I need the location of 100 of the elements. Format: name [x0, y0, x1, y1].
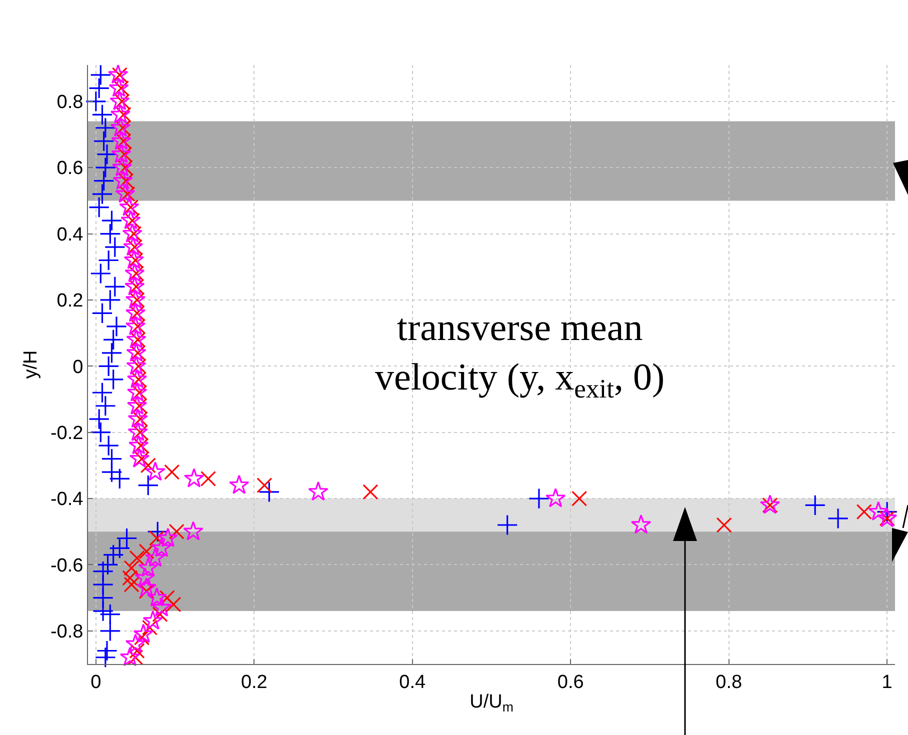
point — [256, 477, 272, 494]
point — [138, 557, 158, 577]
point — [116, 528, 138, 549]
y-tick-label: -0.6 — [50, 555, 84, 576]
x-tick-label: 0.8 — [716, 672, 742, 693]
point — [164, 464, 180, 480]
point — [716, 517, 732, 533]
point — [138, 474, 159, 496]
point — [98, 356, 120, 377]
point — [109, 468, 130, 490]
point — [124, 560, 140, 576]
point — [136, 577, 157, 597]
point — [545, 488, 566, 508]
point — [258, 481, 280, 503]
point — [200, 470, 216, 486]
point — [92, 600, 114, 622]
point — [147, 521, 168, 542]
point — [138, 544, 154, 560]
point — [88, 408, 110, 430]
point — [109, 538, 130, 559]
point — [108, 78, 129, 97]
point — [125, 289, 146, 309]
x-tick-label: 1 — [882, 672, 892, 693]
point — [128, 434, 149, 454]
point — [90, 262, 112, 284]
point — [92, 104, 113, 126]
point — [112, 156, 132, 176]
point — [124, 262, 145, 282]
point — [126, 342, 146, 362]
point — [122, 236, 144, 256]
point — [119, 196, 140, 216]
point — [88, 78, 110, 99]
point — [92, 183, 113, 205]
point — [122, 223, 142, 243]
point — [572, 490, 588, 506]
point — [126, 395, 148, 415]
point — [125, 302, 146, 322]
point — [100, 289, 121, 311]
point — [124, 276, 145, 296]
point — [115, 183, 136, 203]
point — [134, 567, 156, 587]
y-tick-label: 0 — [72, 356, 84, 378]
point — [96, 640, 118, 662]
point — [149, 530, 165, 546]
point — [362, 484, 378, 500]
point — [111, 144, 132, 164]
point — [159, 590, 175, 606]
point — [133, 624, 154, 643]
point — [100, 223, 121, 244]
point — [94, 156, 116, 178]
point — [151, 597, 172, 616]
point — [528, 488, 550, 510]
point — [868, 501, 889, 520]
x-tick-label: 0.4 — [399, 672, 426, 693]
point — [101, 461, 122, 483]
point — [101, 342, 122, 364]
point — [92, 302, 113, 324]
point — [876, 501, 898, 522]
y-axis-title: y/H — [20, 350, 42, 379]
point — [168, 524, 184, 540]
point — [108, 64, 128, 84]
point — [125, 634, 146, 653]
point — [90, 422, 112, 443]
point — [126, 368, 148, 388]
point — [126, 382, 148, 402]
point — [111, 130, 132, 150]
point — [122, 570, 138, 586]
point — [102, 544, 124, 566]
annotation: transverse mean velocity (y, x$_{exit}$, 0) — [375, 307, 665, 404]
point — [145, 548, 166, 567]
point — [90, 64, 112, 86]
x-tick-label: 0.6 — [557, 672, 584, 693]
point — [94, 395, 116, 416]
point — [94, 646, 116, 668]
point — [102, 368, 124, 390]
point — [93, 170, 114, 192]
point — [129, 550, 145, 566]
point — [100, 620, 121, 642]
point — [98, 250, 120, 271]
point — [110, 104, 131, 124]
point — [142, 610, 163, 630]
point — [102, 329, 124, 350]
point — [308, 481, 328, 501]
point — [125, 316, 146, 336]
point — [94, 117, 116, 138]
point — [110, 90, 130, 110]
point — [126, 329, 146, 348]
point — [106, 316, 128, 338]
x-axis-title: U/U$_{m}$ — [470, 692, 514, 715]
point — [120, 646, 140, 666]
y-tick-label: 0.4 — [56, 224, 84, 246]
y-tick-label: -0.2 — [50, 422, 84, 444]
point — [128, 408, 148, 428]
point — [804, 494, 826, 516]
point — [184, 468, 204, 488]
point — [85, 90, 107, 112]
point — [827, 508, 849, 529]
y-tick-label: 0.6 — [56, 158, 84, 180]
x-tick-label: 0 — [90, 672, 102, 693]
y-tick-label: -0.4 — [50, 489, 84, 510]
